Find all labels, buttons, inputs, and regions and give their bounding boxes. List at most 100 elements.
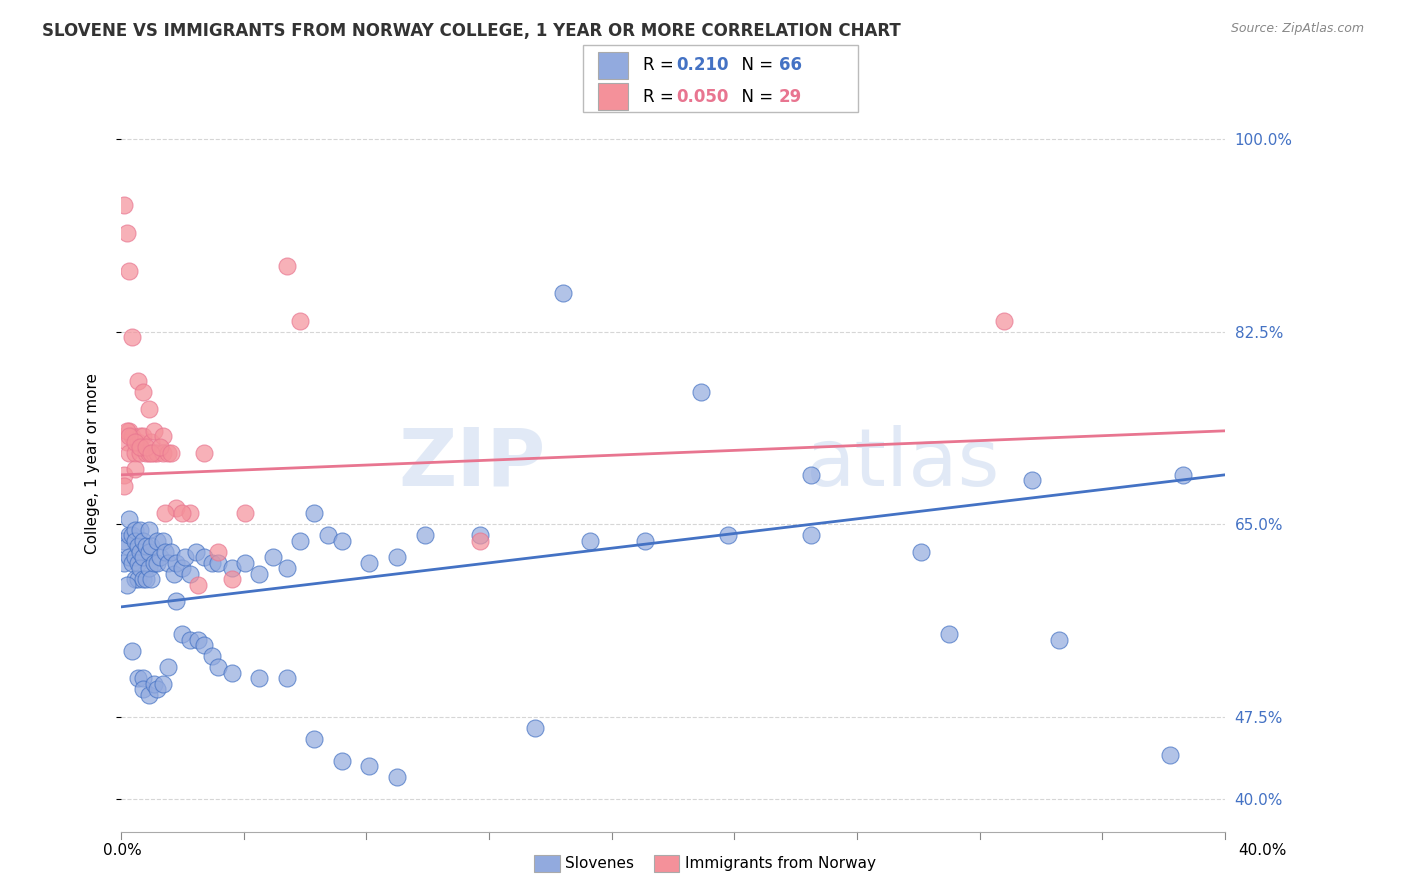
Point [159,545,181,559]
Point [138,401,160,416]
Point [118,429,141,443]
Point [276,672,298,686]
Point [152,533,174,548]
Point [143,446,166,460]
Point [129,446,152,460]
Point [551,286,574,301]
Point [143,556,166,570]
Point [146,446,169,460]
Point [165,594,187,608]
Point [170,627,193,641]
Point [138,545,160,559]
Text: 40.0%: 40.0% [1239,843,1286,858]
Point [187,578,209,592]
Point [132,550,155,565]
Point [165,500,187,515]
Point [385,771,408,785]
Point [187,632,209,647]
Point [132,533,155,548]
Point [207,545,229,559]
Point [124,533,146,548]
Point [179,507,201,521]
Text: ZIP: ZIP [399,425,546,503]
Point [170,561,193,575]
Text: 0.210: 0.210 [676,56,728,74]
Point [152,677,174,691]
Point [127,434,149,449]
Point [141,540,163,554]
Text: 0.0%: 0.0% [103,843,142,858]
Point [124,434,146,449]
Point [127,556,149,570]
Point [118,512,141,526]
Point [1159,748,1181,763]
Point [993,314,1015,328]
Point [304,731,326,746]
Point [689,385,711,400]
Point [141,446,163,460]
Point [124,523,146,537]
Point [157,556,180,570]
Point [193,639,215,653]
Point [304,507,326,521]
Point [135,446,157,460]
Point [138,523,160,537]
Point [138,561,160,575]
Point [221,665,243,680]
Text: Slovenes: Slovenes [565,856,634,871]
Text: 66: 66 [779,56,801,74]
Point [1173,467,1195,482]
Text: SLOVENE VS IMMIGRANTS FROM NORWAY COLLEGE, 1 YEAR OR MORE CORRELATION CHART: SLOVENE VS IMMIGRANTS FROM NORWAY COLLEG… [42,22,901,40]
Point [135,540,157,554]
Point [233,556,256,570]
Point [112,533,135,548]
Point [121,556,143,570]
Point [413,528,436,542]
Point [152,446,174,460]
Point [170,507,193,521]
Point [165,556,187,570]
Text: Source: ZipAtlas.com: Source: ZipAtlas.com [1230,22,1364,36]
Point [717,528,740,542]
Point [141,434,163,449]
Text: R =: R = [643,87,679,106]
Point [112,479,135,493]
Point [179,632,201,647]
Point [115,540,138,554]
Point [247,672,270,686]
Point [124,573,146,587]
Point [359,759,381,773]
Text: 29: 29 [779,87,803,106]
Point [173,550,195,565]
Point [179,566,201,581]
Point [359,556,381,570]
Point [201,556,224,570]
Point [141,573,163,587]
Y-axis label: College, 1 year or more: College, 1 year or more [86,374,100,554]
Point [193,550,215,565]
Point [124,446,146,460]
Point [132,672,155,686]
Point [143,424,166,438]
Point [1021,474,1043,488]
Point [221,561,243,575]
Point [124,550,146,565]
Point [132,385,155,400]
Point [129,440,152,454]
Point [118,550,141,565]
Point [201,649,224,664]
Text: N =: N = [731,87,779,106]
Point [112,198,135,212]
Point [129,523,152,537]
Point [143,677,166,691]
Point [159,446,181,460]
Point [135,440,157,454]
Text: N =: N = [731,56,779,74]
Point [468,528,491,542]
Point [149,440,172,454]
Text: Immigrants from Norway: Immigrants from Norway [685,856,876,871]
Point [115,226,138,240]
Point [938,627,960,641]
Point [524,721,547,735]
Point [193,446,215,460]
